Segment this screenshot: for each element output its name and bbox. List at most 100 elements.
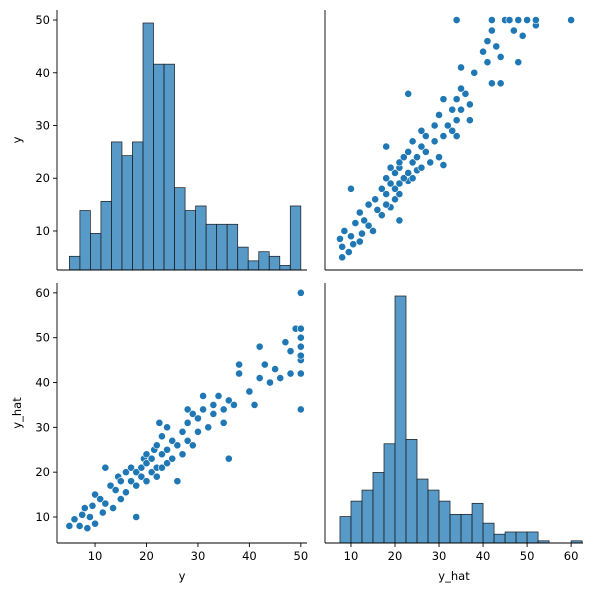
scatter-point (91, 519, 99, 528)
scatter-point (83, 524, 92, 533)
scatter-point (296, 324, 305, 333)
x-axis-label: y_hat (438, 569, 470, 583)
scatter-point (408, 174, 417, 183)
scatter-point (360, 216, 369, 225)
x-tick-label: 50 (520, 549, 535, 563)
scatter-point (448, 126, 457, 135)
scatter-point (109, 504, 117, 512)
scatter-point (408, 137, 417, 146)
scatter-point (514, 58, 523, 67)
scatter-point (296, 333, 305, 342)
scatter-point (483, 58, 492, 67)
scatter-point (80, 504, 89, 512)
scatter-point (142, 450, 151, 459)
scatter-point (173, 477, 182, 486)
scatter-point (127, 477, 135, 486)
y-axis-label: y (10, 136, 24, 143)
scatter-point (417, 126, 426, 135)
y-tick-label: 40 (35, 66, 50, 80)
scatter-point (168, 436, 177, 445)
scatter-point (142, 477, 151, 486)
scatter-point (349, 240, 358, 249)
scatter-point (132, 481, 141, 490)
scatter-point (286, 347, 295, 356)
scatter-point (531, 16, 540, 24)
scatter-point (183, 405, 192, 414)
scatter-point (338, 253, 347, 262)
y-tick-label: 50 (35, 331, 50, 345)
scatter-point (158, 450, 166, 459)
scatter-point (250, 401, 259, 409)
scatter-point (106, 481, 115, 490)
scatter-point (461, 89, 470, 98)
scatter-point (435, 111, 443, 119)
scatter-point (443, 121, 452, 130)
scatter-point (152, 472, 161, 481)
y-tick-label: 30 (35, 420, 50, 434)
scatter-point (413, 153, 421, 162)
scatter-point (178, 427, 187, 436)
x-tick-label: 20 (388, 549, 403, 563)
scatter-point (417, 142, 426, 151)
scatter-point (204, 423, 213, 432)
hist-bar (427, 489, 440, 544)
hist-bar (449, 513, 462, 544)
scatter-point (364, 221, 373, 230)
scatter-point (219, 405, 228, 414)
scatter-point (188, 441, 197, 450)
scatter-point (448, 105, 457, 114)
scatter-point (255, 374, 264, 382)
scatter-point (230, 401, 238, 409)
x-tick-label: 20 (139, 549, 154, 563)
scatter-point (355, 208, 364, 217)
scatter-point (224, 454, 233, 463)
scatter-point (163, 459, 171, 468)
hist-bar (100, 201, 112, 271)
scatter-point (158, 432, 166, 441)
scatter-point (435, 153, 443, 162)
scatter-point (358, 229, 366, 238)
hist-bar (279, 265, 291, 271)
scatter-point (214, 392, 223, 400)
scatter-point (382, 200, 391, 209)
hist-bar (383, 443, 396, 544)
y-tick-label: 10 (35, 224, 50, 238)
scatter-point (296, 369, 305, 378)
scatter-point (479, 47, 487, 56)
hist-bar (163, 63, 175, 271)
scatter-point (567, 16, 576, 24)
scatter-point (430, 121, 439, 130)
hist-bar (111, 141, 123, 271)
scatter-point (132, 513, 141, 521)
scatter-point (155, 418, 164, 427)
hist-bar (268, 255, 281, 271)
scatter-point (395, 158, 404, 167)
scatter-point (505, 16, 514, 24)
hist-bar (482, 522, 495, 544)
scatter-point (404, 147, 413, 156)
scatter-point (465, 116, 474, 125)
hist-bar (361, 489, 374, 544)
hist-bar (438, 500, 451, 544)
scatter-point (487, 79, 496, 88)
scatter-point (364, 200, 373, 209)
scatter-point (266, 378, 274, 387)
scatter-point (452, 116, 461, 125)
scatter-point (487, 16, 496, 24)
scatter-point (355, 237, 364, 246)
hist-bar (339, 516, 352, 544)
y-axis-label: y_hat (10, 397, 24, 429)
y-tick-label: 30 (35, 118, 50, 132)
scatter-point (336, 234, 344, 243)
scatter-point (219, 418, 228, 427)
hist-bar (226, 223, 239, 271)
x-tick-label: 40 (476, 549, 491, 563)
scatter-point (408, 158, 417, 167)
scatter-point (281, 338, 290, 347)
scatter-point (194, 427, 202, 436)
scatter-point (209, 409, 218, 418)
scatter-point (111, 486, 120, 495)
scatter-point (421, 147, 430, 156)
scatter-point (158, 463, 166, 472)
